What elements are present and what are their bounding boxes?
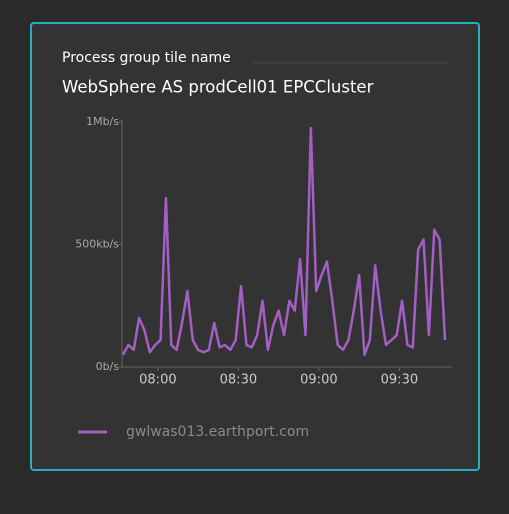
y-tick-label: 500kb/s [75, 238, 119, 251]
tile [30, 22, 480, 471]
legend-label: gwlwas013.earthport.com [126, 424, 309, 440]
x-tick-label: 09:30 [381, 373, 418, 388]
x-tick-label: 08:00 [139, 373, 176, 388]
tile-name: Process group tile name [62, 50, 231, 66]
line [121, 126, 447, 356]
x-tick-label: 08:30 [220, 373, 257, 388]
chart-title: WebSphere AS prodCell01 EPCCluster [62, 78, 374, 97]
y-tick-label: 1Mb/s [86, 115, 119, 128]
y-tick-label: 0b/s [96, 360, 120, 373]
x-tick-label: 09:00 [300, 373, 337, 388]
